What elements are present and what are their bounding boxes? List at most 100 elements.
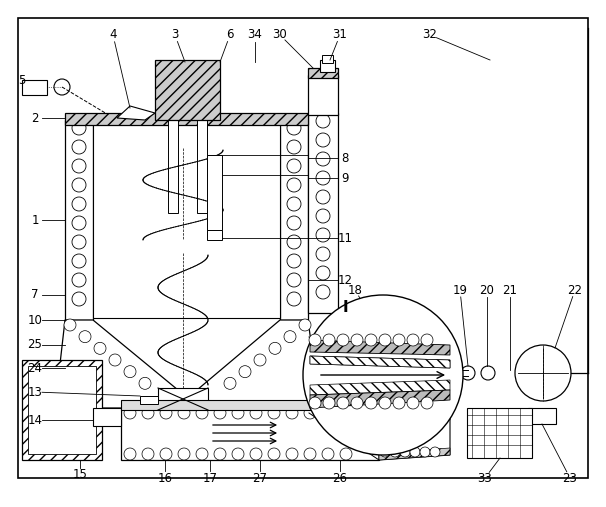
Bar — [121, 400, 379, 410]
Text: 22: 22 — [567, 283, 582, 297]
Text: 14: 14 — [27, 414, 42, 426]
Circle shape — [54, 79, 70, 95]
Circle shape — [286, 448, 298, 460]
Circle shape — [515, 345, 571, 401]
Circle shape — [214, 407, 226, 419]
Circle shape — [286, 407, 298, 419]
Circle shape — [316, 209, 330, 223]
Text: 23: 23 — [562, 472, 578, 485]
Circle shape — [139, 377, 151, 389]
Circle shape — [380, 403, 390, 413]
Circle shape — [299, 319, 311, 331]
Circle shape — [287, 121, 301, 135]
Polygon shape — [310, 390, 450, 408]
Bar — [197, 113, 207, 213]
Polygon shape — [310, 380, 450, 395]
Circle shape — [72, 159, 86, 173]
Circle shape — [232, 407, 244, 419]
Bar — [467, 408, 532, 458]
Circle shape — [268, 448, 280, 460]
Circle shape — [94, 342, 106, 354]
Circle shape — [287, 292, 301, 306]
Text: 12: 12 — [338, 273, 353, 286]
Circle shape — [322, 448, 334, 460]
Polygon shape — [379, 400, 450, 420]
Circle shape — [214, 448, 226, 460]
Text: 25: 25 — [27, 339, 42, 351]
Circle shape — [124, 407, 136, 419]
Circle shape — [322, 407, 334, 419]
Circle shape — [124, 448, 136, 460]
Circle shape — [109, 354, 121, 366]
Text: 4: 4 — [109, 28, 117, 42]
Text: 10: 10 — [27, 313, 42, 327]
Bar — [322, 55, 333, 63]
Text: 9: 9 — [341, 171, 348, 185]
Circle shape — [142, 448, 154, 460]
Text: 3: 3 — [171, 28, 179, 42]
Text: 2: 2 — [32, 112, 39, 125]
Text: 17: 17 — [202, 472, 218, 485]
Circle shape — [287, 140, 301, 154]
Circle shape — [407, 334, 419, 346]
Circle shape — [142, 407, 154, 419]
Text: 16: 16 — [158, 472, 173, 485]
Bar — [155, 60, 220, 120]
Circle shape — [323, 334, 335, 346]
Bar — [280, 120, 308, 320]
Circle shape — [303, 295, 463, 455]
Circle shape — [390, 447, 400, 457]
Text: 18: 18 — [348, 283, 362, 297]
Circle shape — [365, 334, 377, 346]
Bar — [93, 408, 121, 426]
Circle shape — [287, 197, 301, 211]
Circle shape — [304, 407, 316, 419]
Circle shape — [250, 448, 262, 460]
Circle shape — [390, 403, 400, 413]
Text: 19: 19 — [453, 283, 467, 297]
Bar — [65, 120, 93, 320]
Bar — [207, 155, 222, 230]
Text: I: I — [342, 301, 348, 315]
Circle shape — [407, 397, 419, 409]
Bar — [93, 120, 280, 318]
Circle shape — [351, 397, 363, 409]
Text: 27: 27 — [253, 472, 267, 485]
Circle shape — [337, 334, 349, 346]
Text: 33: 33 — [478, 472, 492, 485]
Polygon shape — [310, 356, 450, 368]
Bar — [121, 408, 379, 460]
Circle shape — [393, 334, 405, 346]
Polygon shape — [117, 106, 155, 120]
Bar — [308, 68, 338, 78]
Text: 1: 1 — [32, 213, 39, 227]
Text: 11: 11 — [338, 232, 353, 244]
Circle shape — [316, 228, 330, 242]
Circle shape — [340, 407, 352, 419]
Circle shape — [316, 152, 330, 166]
Circle shape — [178, 448, 190, 460]
Bar — [22, 360, 102, 460]
Circle shape — [421, 397, 433, 409]
Circle shape — [316, 114, 330, 128]
Circle shape — [64, 319, 76, 331]
Polygon shape — [55, 320, 178, 408]
Bar — [308, 75, 338, 115]
Circle shape — [268, 407, 280, 419]
Circle shape — [380, 447, 390, 457]
Circle shape — [284, 331, 296, 343]
Circle shape — [72, 121, 86, 135]
Circle shape — [316, 133, 330, 147]
Circle shape — [232, 448, 244, 460]
Circle shape — [124, 366, 136, 378]
Circle shape — [287, 216, 301, 230]
Text: 15: 15 — [73, 468, 87, 482]
Circle shape — [269, 342, 281, 354]
Text: 20: 20 — [479, 283, 494, 297]
Bar — [320, 60, 335, 72]
Circle shape — [287, 159, 301, 173]
Circle shape — [304, 448, 316, 460]
Circle shape — [420, 447, 430, 457]
Circle shape — [196, 407, 208, 419]
Circle shape — [72, 216, 86, 230]
